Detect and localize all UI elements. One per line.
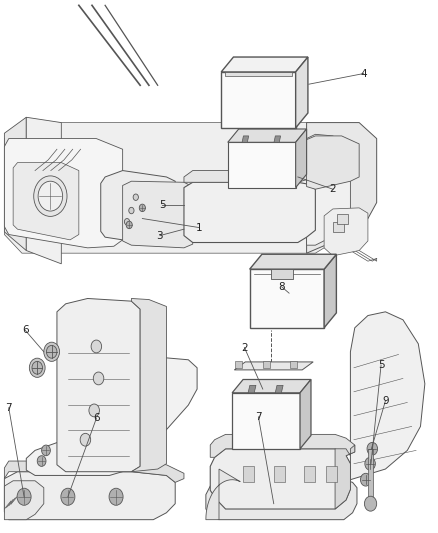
Polygon shape — [26, 357, 197, 475]
Text: 2: 2 — [329, 184, 336, 194]
Polygon shape — [324, 254, 336, 328]
Polygon shape — [333, 222, 344, 232]
Polygon shape — [248, 385, 256, 393]
Text: 2: 2 — [241, 343, 248, 352]
Circle shape — [42, 445, 50, 456]
Text: 7: 7 — [5, 403, 12, 413]
Polygon shape — [131, 298, 166, 472]
Polygon shape — [206, 469, 240, 520]
Polygon shape — [234, 362, 313, 370]
Polygon shape — [4, 117, 26, 251]
Polygon shape — [307, 136, 359, 189]
Polygon shape — [235, 361, 242, 368]
Polygon shape — [4, 472, 175, 520]
Polygon shape — [290, 361, 297, 368]
Polygon shape — [57, 298, 140, 472]
Polygon shape — [232, 379, 311, 393]
Text: 1: 1 — [196, 223, 203, 232]
Circle shape — [365, 457, 375, 470]
Text: 7: 7 — [255, 412, 262, 422]
Circle shape — [46, 345, 57, 358]
Circle shape — [61, 488, 75, 505]
Polygon shape — [228, 142, 296, 188]
Polygon shape — [184, 182, 315, 243]
Circle shape — [360, 473, 371, 486]
Polygon shape — [4, 481, 44, 520]
Polygon shape — [350, 312, 425, 480]
Polygon shape — [206, 480, 357, 520]
Polygon shape — [271, 269, 293, 279]
Polygon shape — [274, 136, 281, 142]
Circle shape — [34, 176, 67, 216]
Polygon shape — [274, 466, 285, 482]
Polygon shape — [4, 461, 184, 482]
Circle shape — [367, 442, 378, 455]
Text: 4: 4 — [360, 69, 367, 78]
Polygon shape — [300, 379, 311, 449]
Polygon shape — [232, 393, 300, 449]
Circle shape — [44, 342, 60, 361]
Polygon shape — [210, 449, 350, 509]
Polygon shape — [123, 181, 193, 248]
Polygon shape — [296, 57, 308, 128]
Text: 3: 3 — [156, 231, 163, 240]
Polygon shape — [304, 466, 315, 482]
Polygon shape — [307, 123, 377, 253]
Polygon shape — [4, 123, 350, 253]
Polygon shape — [275, 385, 283, 393]
Polygon shape — [335, 445, 355, 509]
Polygon shape — [242, 136, 249, 142]
Polygon shape — [225, 72, 292, 76]
Circle shape — [109, 488, 123, 505]
Text: 6: 6 — [93, 414, 100, 423]
Polygon shape — [243, 466, 254, 482]
Polygon shape — [26, 117, 61, 264]
Circle shape — [139, 204, 145, 212]
Polygon shape — [324, 208, 368, 256]
Circle shape — [80, 433, 91, 446]
Circle shape — [133, 194, 138, 200]
Polygon shape — [296, 129, 307, 188]
Polygon shape — [326, 466, 337, 482]
Polygon shape — [13, 163, 79, 240]
Polygon shape — [221, 57, 308, 72]
Circle shape — [91, 340, 102, 353]
Polygon shape — [4, 139, 123, 248]
Circle shape — [93, 372, 104, 385]
Circle shape — [126, 221, 132, 229]
Text: 8: 8 — [278, 282, 285, 292]
Text: 9: 9 — [382, 396, 389, 406]
Text: 5: 5 — [159, 200, 166, 209]
Circle shape — [129, 207, 134, 214]
Polygon shape — [221, 72, 296, 128]
Polygon shape — [210, 434, 355, 457]
Polygon shape — [101, 171, 175, 245]
Circle shape — [29, 358, 45, 377]
Circle shape — [364, 496, 377, 511]
Circle shape — [38, 181, 63, 211]
Polygon shape — [250, 254, 336, 269]
Polygon shape — [228, 129, 307, 142]
Circle shape — [17, 488, 31, 505]
Polygon shape — [250, 269, 324, 328]
Polygon shape — [368, 449, 373, 509]
Polygon shape — [337, 214, 348, 224]
Polygon shape — [307, 134, 350, 245]
Polygon shape — [184, 171, 315, 182]
Text: 6: 6 — [22, 326, 29, 335]
Circle shape — [32, 361, 42, 374]
Circle shape — [37, 456, 46, 466]
Polygon shape — [263, 361, 269, 368]
Text: 5: 5 — [378, 360, 385, 370]
Circle shape — [89, 404, 99, 417]
Circle shape — [124, 219, 130, 225]
